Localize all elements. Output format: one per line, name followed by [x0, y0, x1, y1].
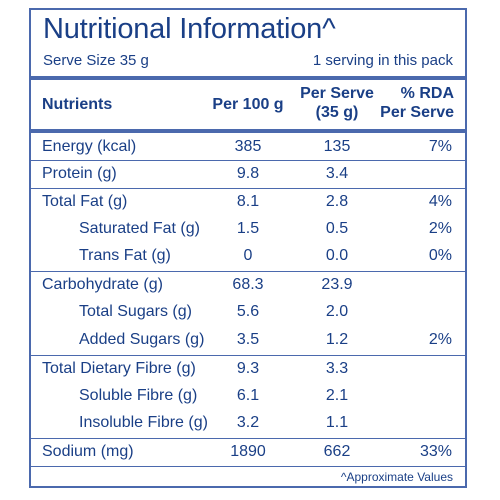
nutrient-name: Soluble Fibre (g)	[79, 387, 198, 404]
table-row-energy: Energy (kcal) 385 135 7%	[31, 134, 465, 160]
row-divider	[31, 355, 465, 356]
value-per-100g: 1.5	[236, 220, 260, 237]
table-row-total-dietary-fibre: Total Dietary Fibre (g) 9.3 3.3	[31, 356, 465, 382]
header-rda-line1: % RDA	[400, 85, 454, 102]
header-per-serve: Per Serve (35 g)	[289, 84, 385, 122]
value-per-100g: 385	[234, 138, 262, 155]
value-rda: 4%	[428, 193, 452, 210]
table-row-total-sugars: Total Sugars (g) 5.6 2.0	[31, 299, 465, 325]
value-per-serve: 3.3	[325, 360, 349, 377]
value-rda: 33%	[419, 443, 452, 460]
value-rda: 7%	[428, 138, 452, 155]
value-per-100g: 9.3	[236, 360, 260, 377]
table-row-saturated-fat: Saturated Fat (g) 1.5 0.5 2%	[31, 216, 465, 242]
row-divider	[31, 160, 465, 161]
serve-size: Serve Size 35 g	[43, 52, 149, 69]
header-rda: % RDA Per Serve	[377, 84, 467, 122]
value-per-serve: 1.2	[325, 331, 349, 348]
panel-title: Nutritional Information^	[43, 13, 336, 45]
header-per-serve-line2: (35 g)	[315, 104, 359, 121]
value-per-100g: 5.6	[236, 303, 260, 320]
nutrient-name: Total Fat (g)	[42, 193, 128, 210]
table-row-carbohydrate: Carbohydrate (g) 68.3 23.9	[31, 272, 465, 298]
nutrient-name: Insoluble Fibre (g)	[79, 414, 208, 431]
value-rda: 0%	[428, 247, 452, 264]
nutrient-name: Energy (kcal)	[42, 138, 137, 155]
header-nutrients: Nutrients	[42, 96, 113, 113]
nutrient-name: Saturated Fat (g)	[79, 220, 200, 237]
header-per-100g: Per 100 g	[212, 96, 284, 113]
servings-per-pack: 1 serving in this pack	[312, 52, 453, 69]
nutrient-name: Total Sugars (g)	[79, 303, 192, 320]
value-per-serve: 23.9	[321, 276, 353, 293]
value-per-100g: 3.2	[236, 414, 260, 431]
row-divider	[31, 188, 465, 189]
row-divider	[31, 438, 465, 439]
row-divider	[31, 466, 465, 467]
footnote: ^Approximate Values	[340, 470, 453, 484]
header-rda-line2: Per Serve	[380, 104, 454, 121]
nutrition-panel: Nutritional Information^ Serve Size 35 g…	[29, 8, 467, 488]
value-per-serve: 0.5	[325, 220, 349, 237]
nutrient-name: Total Dietary Fibre (g)	[42, 360, 196, 377]
value-rda: 2%	[428, 220, 452, 237]
nutrient-name: Protein (g)	[42, 165, 117, 182]
table-row-protein: Protein (g) 9.8 3.4	[31, 161, 465, 187]
header-rule-bottom	[31, 129, 465, 133]
value-per-100g: 9.8	[236, 165, 260, 182]
value-per-100g: 0	[243, 247, 253, 264]
table-row-sodium: Sodium (mg) 1890 662 33%	[31, 439, 465, 465]
nutrient-name: Added Sugars (g)	[79, 331, 205, 348]
value-per-100g: 3.5	[236, 331, 260, 348]
value-per-serve: 3.4	[325, 165, 349, 182]
serving-info: Serve Size 35 g 1 serving in this pack	[43, 52, 453, 69]
value-per-serve: 0.0	[325, 247, 349, 264]
header-per-serve-line1: Per Serve	[300, 85, 374, 102]
value-per-100g: 8.1	[236, 193, 260, 210]
value-per-100g: 68.3	[232, 276, 264, 293]
value-per-serve: 1.1	[325, 414, 349, 431]
nutrient-name: Trans Fat (g)	[79, 247, 171, 264]
value-rda: 2%	[428, 331, 452, 348]
value-per-serve: 662	[323, 443, 351, 460]
value-per-serve: 2.8	[325, 193, 349, 210]
table-row-soluble-fibre: Soluble Fibre (g) 6.1 2.1	[31, 383, 465, 409]
table-row-trans-fat: Trans Fat (g) 0 0.0 0%	[31, 243, 465, 269]
row-divider	[31, 271, 465, 272]
value-per-serve: 2.0	[325, 303, 349, 320]
value-per-serve: 135	[323, 138, 351, 155]
table-row-added-sugars: Added Sugars (g) 3.5 1.2 2%	[31, 327, 465, 353]
nutrient-name: Sodium (mg)	[42, 443, 134, 460]
header-rule-top	[31, 76, 465, 80]
value-per-100g: 6.1	[236, 387, 260, 404]
value-per-serve: 2.1	[325, 387, 349, 404]
table-row-insoluble-fibre: Insoluble Fibre (g) 3.2 1.1	[31, 410, 465, 436]
table-row-total-fat: Total Fat (g) 8.1 2.8 4%	[31, 189, 465, 215]
nutrient-name: Carbohydrate (g)	[42, 276, 163, 293]
value-per-100g: 1890	[230, 443, 266, 460]
